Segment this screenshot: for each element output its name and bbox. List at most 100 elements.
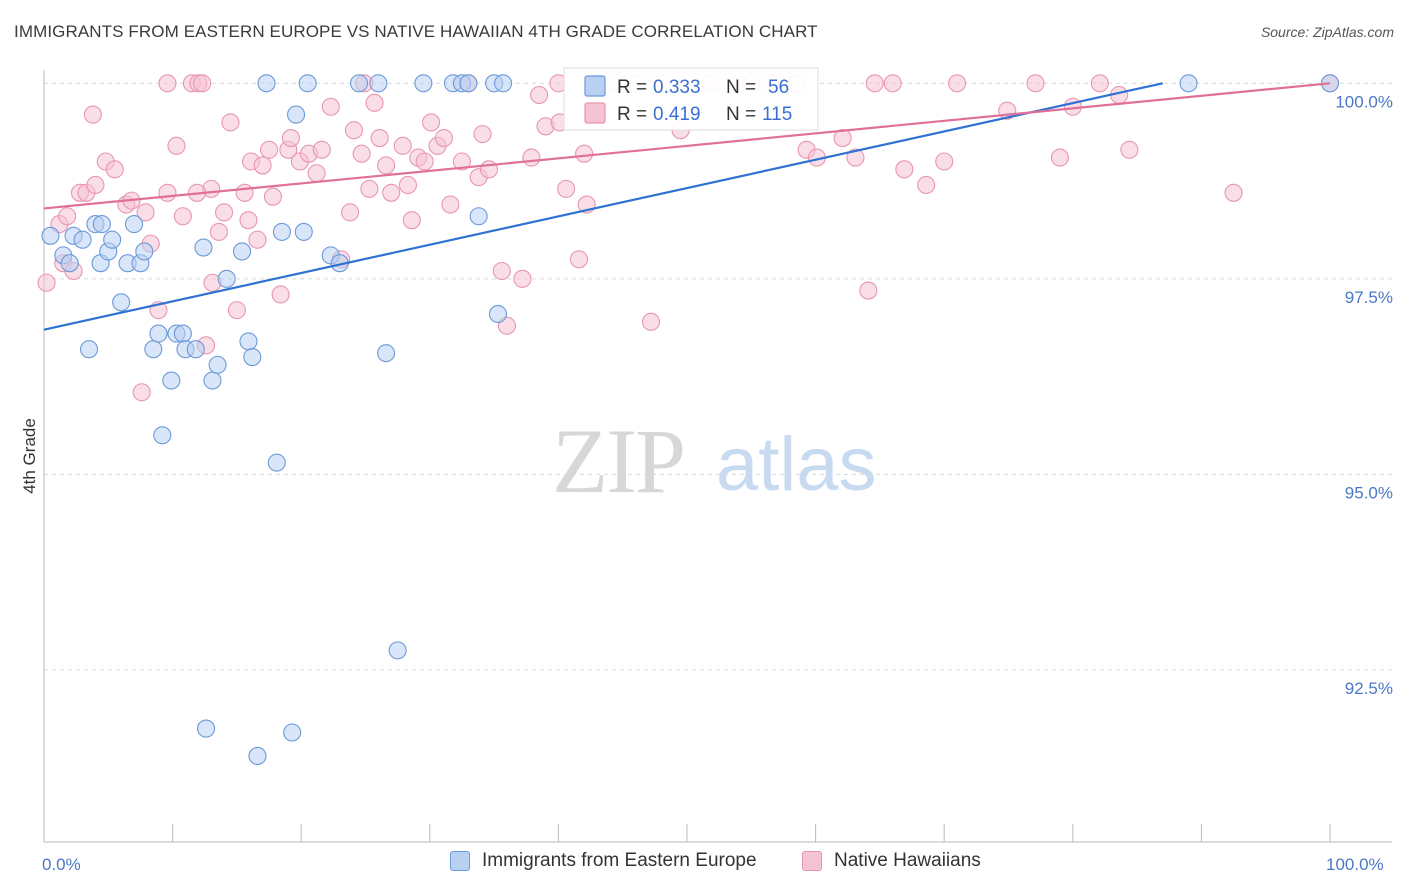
eastern-europe-point-47 xyxy=(469,207,488,226)
watermark-zip: ZIP xyxy=(552,410,684,512)
native-hawaiians-point-65 xyxy=(479,160,499,179)
native-hawaiians-point-27 xyxy=(221,113,240,132)
y-tick-label-2: 95.0% xyxy=(1345,483,1393,502)
native-hawaiians-point-64 xyxy=(473,125,492,144)
native-hawaiians-point-33 xyxy=(253,156,272,175)
native-hawaiians-point-101 xyxy=(1120,140,1139,159)
eastern-europe-point-34 xyxy=(272,222,291,241)
native-hawaiians-point-105 xyxy=(158,74,177,93)
eastern-europe-point-33 xyxy=(267,453,286,472)
native-hawaiians-point-17 xyxy=(158,183,177,202)
eastern-europe-point-28 xyxy=(217,269,236,288)
eastern-europe-point-18 xyxy=(153,426,172,445)
eastern-europe-point-36 xyxy=(287,105,306,124)
legend-n-value-2: 115 xyxy=(762,104,792,125)
native-hawaiians-point-50 xyxy=(370,128,389,148)
eastern-europe-point-49 xyxy=(494,74,513,93)
legend-r-label-1: R = xyxy=(617,77,647,98)
native-hawaiians-point-25 xyxy=(209,222,228,241)
native-hawaiians-point-98 xyxy=(1050,148,1069,167)
native-hawaiians-point-73 xyxy=(557,179,576,198)
legend-item-native-hawaiians: Native Hawaiians xyxy=(802,850,981,872)
legend-n-value-1: 56 xyxy=(768,77,789,98)
native-hawaiians-point-55 xyxy=(402,211,421,230)
native-hawaiians-point-91 xyxy=(859,281,878,300)
native-hawaiians-point-90 xyxy=(846,148,865,167)
native-hawaiians-point-10 xyxy=(105,160,124,179)
eastern-europe-point-24 xyxy=(194,238,213,257)
eastern-europe-point-50 xyxy=(488,304,508,324)
legend-swatch-blue xyxy=(584,75,606,97)
legend-r-value-2: 0.419 xyxy=(653,104,701,125)
native-hawaiians-point-26 xyxy=(214,203,234,222)
native-hawaiians-point-112 xyxy=(948,74,967,93)
native-hawaiians-point-0 xyxy=(37,273,56,292)
native-hawaiians-point-75 xyxy=(575,144,594,163)
native-hawaiians-point-62 xyxy=(452,152,472,171)
native-hawaiians-point-43 xyxy=(321,97,340,116)
eastern-europe-point-42 xyxy=(377,344,396,363)
native-hawaiians-point-97 xyxy=(1026,74,1045,93)
native-hawaiians-point-34 xyxy=(259,140,279,159)
native-hawaiians-point-58 xyxy=(422,113,441,132)
legend-swatch-native-hawaiians xyxy=(802,851,822,871)
native-hawaiians-point-57 xyxy=(415,152,434,171)
x-axis-ticks xyxy=(43,824,1331,842)
eastern-europe-point-23 xyxy=(186,340,205,359)
native-hawaiians-point-92 xyxy=(865,74,884,93)
y-tick-label-3: 92.5% xyxy=(1345,679,1393,698)
native-hawaiians-point-49 xyxy=(365,93,384,112)
eastern-europe-point-11 xyxy=(112,293,131,312)
eastern-europe-point-5 xyxy=(79,340,99,359)
native-hawaiians-point-45 xyxy=(341,203,360,222)
eastern-europe-point-4 xyxy=(73,230,92,249)
eastern-europe-point-21 xyxy=(173,324,192,343)
eastern-europe-point-13 xyxy=(124,215,144,234)
legend-r-label-2: R = xyxy=(617,104,647,125)
eastern-europe-point-54 xyxy=(459,74,478,93)
eastern-europe-point-0 xyxy=(41,226,60,245)
eastern-europe-point-38 xyxy=(298,74,317,93)
axes xyxy=(43,70,1392,843)
y-tick-label-1: 97.5% xyxy=(1345,288,1393,307)
native-hawaiians-point-51 xyxy=(377,156,396,175)
native-hawaiians-point-111 xyxy=(883,74,902,93)
native-hawaiians-point-22 xyxy=(193,74,212,93)
eastern-europe-point-29 xyxy=(232,242,252,261)
eastern-europe-point-30 xyxy=(239,332,258,351)
eastern-europe-point-15 xyxy=(135,242,154,261)
native-hawaiians-point-42 xyxy=(312,140,331,159)
eastern-europe-point-2 xyxy=(60,254,79,273)
native-hawaiians-point-99 xyxy=(1090,74,1109,93)
legend-item-eastern-europe: Immigrants from Eastern Europe xyxy=(450,850,757,872)
trend-line-native-hawaiians xyxy=(43,82,1331,210)
legend-n-label-2: N = xyxy=(726,104,756,125)
x-tick-label-max: 100.0% xyxy=(1326,855,1384,874)
native-hawaiians-point-36 xyxy=(271,285,290,304)
native-hawaiians-point-66 xyxy=(492,261,511,281)
eastern-europe-point-26 xyxy=(203,371,222,390)
native-hawaiians-point-61 xyxy=(441,195,460,214)
eastern-europe-point-19 xyxy=(162,371,181,390)
native-hawaiians-point-74 xyxy=(569,250,589,269)
eastern-europe-point-17 xyxy=(149,324,168,343)
eastern-europe-point-43 xyxy=(388,641,407,660)
eastern-europe-point-51 xyxy=(257,74,276,93)
native-hawaiians-point-60 xyxy=(434,128,453,148)
trend-line-eastern-europe xyxy=(43,82,1164,331)
native-hawaiians-point-89 xyxy=(833,128,852,148)
native-hawaiians-point-48 xyxy=(360,179,379,198)
native-hawaiians-point-28 xyxy=(227,301,246,320)
native-hawaiians-point-13 xyxy=(132,383,151,402)
native-hawaiians-point-47 xyxy=(352,144,371,163)
eastern-europe-point-35 xyxy=(283,723,302,742)
eastern-europe-point-16 xyxy=(144,340,163,359)
eastern-europe-point-55 xyxy=(350,74,369,93)
x-tick-label-min: 0.0% xyxy=(42,855,81,874)
native-hawaiians-point-3 xyxy=(58,207,77,226)
native-hawaiians-point-32 xyxy=(248,230,267,249)
native-hawaiians-point-38 xyxy=(281,128,300,148)
legend-swatch-eastern-europe xyxy=(450,851,470,871)
native-hawaiians-point-68 xyxy=(513,269,532,288)
